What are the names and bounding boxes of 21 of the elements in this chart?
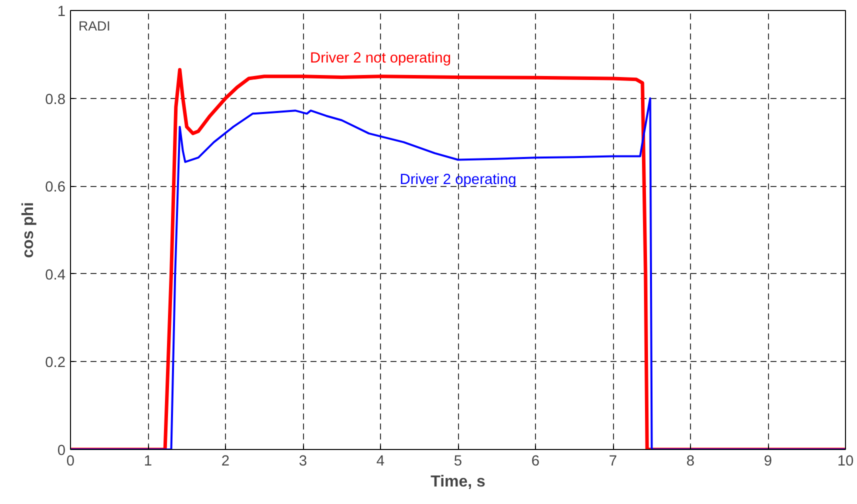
x-tick-label: 3 (298, 454, 308, 470)
x-tick-label: 5 (454, 454, 462, 470)
x-tick-label: 8 (686, 454, 695, 470)
x-tick-label: 2 (221, 454, 230, 470)
y-tick-label: 0.6 (45, 180, 66, 196)
x-tick-label: 6 (531, 454, 540, 470)
series-label: Driver 2 operating (400, 172, 516, 188)
x-tick-label: 9 (764, 454, 772, 470)
y-tick-label: 0.8 (45, 92, 66, 108)
y-tick-label: 1 (57, 4, 66, 20)
annotation: RADI (78, 18, 110, 34)
y-tick-label: 0 (57, 443, 66, 459)
x-axis-title: Time, s (430, 474, 486, 490)
x-tick-label: 4 (376, 454, 385, 470)
series-label: Driver 2 not operating (310, 50, 451, 66)
x-tick-label: 10 (837, 454, 854, 470)
x-tick-label: 7 (608, 454, 618, 470)
y-axis-title: cos phi (20, 202, 38, 258)
y-tick-label: 0.2 (45, 355, 66, 372)
x-tick-label: 1 (144, 454, 152, 470)
y-tick-label: 0.4 (45, 267, 66, 284)
